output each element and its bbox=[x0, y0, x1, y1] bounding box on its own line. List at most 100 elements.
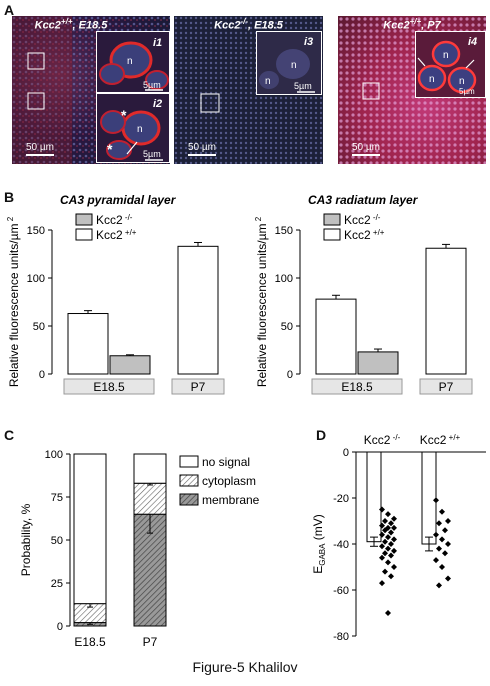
data-point bbox=[391, 515, 397, 522]
data-point bbox=[385, 545, 391, 552]
svg-text:n: n bbox=[127, 56, 133, 67]
group-label: E18.5 bbox=[93, 380, 125, 394]
data-point bbox=[388, 541, 394, 547]
data-point bbox=[388, 529, 394, 536]
chart-ca3-pyramidal: CA3 pyramidal layer 0 50 100 150 Relative flu… bbox=[6, 193, 225, 395]
legend-swatch bbox=[323, 213, 341, 226]
data-point bbox=[385, 524, 391, 531]
group-label: Kcc2 -/- bbox=[364, 433, 401, 447]
y-tick-label: 0 bbox=[287, 369, 293, 381]
bar-ko-e18 bbox=[109, 355, 151, 375]
x-tick-label: P7 bbox=[143, 635, 158, 649]
legend-swatch bbox=[75, 228, 93, 241]
x-tick-label: E18.5 bbox=[74, 635, 106, 649]
svg-text:n: n bbox=[459, 76, 465, 87]
data-point bbox=[379, 506, 385, 513]
data-point bbox=[382, 538, 388, 545]
micrograph-title: Kcc2+/+, P7 bbox=[383, 17, 441, 32]
data-point bbox=[442, 550, 448, 557]
data-point bbox=[433, 497, 439, 504]
y-tick-label: 25 bbox=[51, 578, 63, 590]
svg-text:n: n bbox=[429, 74, 435, 85]
svg-text:5µm: 5µm bbox=[143, 149, 161, 159]
legend-label: membrane bbox=[202, 493, 260, 507]
svg-text:i3: i3 bbox=[304, 36, 313, 48]
svg-text:i2: i2 bbox=[153, 98, 162, 110]
data-point bbox=[379, 554, 385, 561]
bar-wt-p7 bbox=[177, 245, 219, 375]
svg-text:*: * bbox=[107, 141, 113, 157]
data-point bbox=[388, 520, 394, 527]
y-tick-label: 100 bbox=[45, 449, 63, 461]
group-box bbox=[311, 378, 403, 395]
data-point bbox=[433, 557, 439, 564]
data-point bbox=[382, 568, 388, 575]
micrograph-title: Kcc2-/-, E18.5 bbox=[214, 17, 283, 32]
svg-text:n: n bbox=[443, 50, 449, 61]
data-point bbox=[388, 552, 394, 559]
legend-label: Kcc2 -/- bbox=[344, 213, 381, 227]
data-point bbox=[382, 527, 388, 534]
chart-ca3-radiatum: CA3 radiatum layer 0 50 100 150 Relative fluo… bbox=[254, 193, 473, 395]
legend-swatch bbox=[179, 474, 199, 487]
data-point bbox=[382, 550, 388, 557]
y-tick-label: 100 bbox=[27, 273, 45, 285]
y-tick-label: -60 bbox=[333, 585, 349, 597]
legend-label: no signal bbox=[202, 455, 250, 469]
chart-probability: 0 25 50 75 100 Probability, % E18.5 P7 no signal… bbox=[19, 449, 260, 649]
legend-swatch bbox=[323, 228, 341, 241]
mean-bar bbox=[421, 451, 437, 545]
data-point bbox=[391, 547, 397, 554]
y-tick-label: 50 bbox=[281, 321, 293, 333]
y-tick-label: 150 bbox=[275, 225, 293, 237]
bar-wt-p7 bbox=[425, 247, 467, 375]
legend-swatch bbox=[179, 493, 199, 506]
y-tick-label: 0 bbox=[57, 621, 63, 633]
roi-box bbox=[362, 82, 380, 100]
micrograph-title: Kcc2+/+, E18.5 bbox=[34, 17, 108, 32]
chart-title: CA3 radiatum layer bbox=[308, 193, 419, 207]
roi-box bbox=[27, 92, 45, 110]
y-tick-label: -40 bbox=[333, 539, 349, 551]
inset-i2: n i2 * * 5µm bbox=[96, 93, 170, 163]
data-point bbox=[391, 536, 397, 543]
svg-text:*: * bbox=[121, 107, 127, 123]
data-point bbox=[382, 518, 388, 524]
data-point bbox=[379, 543, 385, 550]
micrograph-kcc2-ko-e18: 50 µm Kcc2-/-, E18.5 n n i3 5µm bbox=[174, 16, 323, 164]
mean-bar bbox=[366, 451, 382, 543]
legend-swatch bbox=[179, 455, 199, 468]
y-tick-label: 0 bbox=[39, 369, 45, 381]
svg-text:i1: i1 bbox=[153, 37, 162, 49]
svg-text:n: n bbox=[265, 76, 271, 87]
y-tick-label: 50 bbox=[51, 535, 63, 547]
micrograph-kcc2-wt-e18: 50 µm Kcc2+/+, E18.5 n i1 5µm n i2 * * 5… bbox=[12, 16, 170, 164]
legend-swatch bbox=[75, 213, 93, 226]
svg-text:5µm: 5µm bbox=[294, 81, 312, 91]
group-box bbox=[171, 378, 225, 395]
y-axis-label: Relative fluorescence units/µm 2 bbox=[254, 216, 269, 387]
y-axis-label: Probability, % bbox=[19, 503, 33, 576]
data-point bbox=[385, 559, 391, 566]
data-point bbox=[385, 534, 391, 541]
svg-text:5µm: 5µm bbox=[143, 80, 161, 90]
data-point bbox=[436, 545, 442, 552]
panel-a-label: A bbox=[4, 2, 15, 18]
bar-ko-e18 bbox=[357, 351, 399, 375]
y-axis-label: EGABA (mV) bbox=[311, 514, 327, 574]
svg-text:n: n bbox=[291, 60, 297, 71]
group-label: P7 bbox=[439, 380, 454, 394]
legend-label: Kcc2 -/- bbox=[96, 213, 133, 227]
data-point bbox=[391, 564, 397, 570]
chart-title: CA3 pyramidal layer bbox=[60, 193, 177, 207]
stack-no-signal bbox=[133, 453, 167, 484]
roi-box bbox=[27, 52, 45, 70]
group-label: P7 bbox=[191, 380, 206, 394]
data-point bbox=[391, 524, 397, 531]
group-label: E18.5 bbox=[341, 380, 373, 394]
scale-label: 50 µm bbox=[188, 142, 216, 153]
y-tick-label: -80 bbox=[333, 631, 349, 643]
y-tick-label: -20 bbox=[333, 493, 349, 505]
data-point bbox=[439, 536, 445, 543]
inset-i3: n n i3 5µm bbox=[256, 31, 322, 95]
